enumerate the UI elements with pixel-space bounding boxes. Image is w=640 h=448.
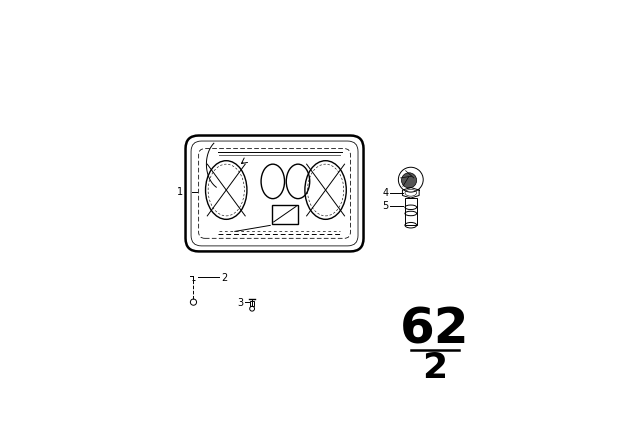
Text: 3: 3: [237, 298, 243, 308]
Text: 5: 5: [382, 201, 388, 211]
Bar: [405, 198, 417, 225]
Text: 1: 1: [177, 187, 183, 197]
Circle shape: [401, 173, 417, 188]
Bar: [272, 205, 298, 224]
Text: 2: 2: [221, 273, 227, 283]
Text: 62: 62: [400, 306, 470, 354]
Text: 4: 4: [382, 188, 388, 198]
Text: 2: 2: [422, 351, 447, 385]
Bar: [250, 302, 254, 306]
